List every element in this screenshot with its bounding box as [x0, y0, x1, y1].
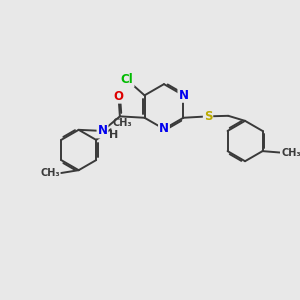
- Text: Cl: Cl: [121, 74, 134, 86]
- Text: H: H: [109, 130, 118, 140]
- Text: CH₃: CH₃: [112, 118, 132, 128]
- Text: N: N: [178, 89, 188, 102]
- Text: CH₃: CH₃: [281, 148, 300, 158]
- Text: CH₃: CH₃: [40, 168, 60, 178]
- Text: N: N: [98, 124, 107, 137]
- Text: S: S: [204, 110, 212, 123]
- Text: N: N: [159, 122, 169, 136]
- Text: O: O: [113, 90, 124, 103]
